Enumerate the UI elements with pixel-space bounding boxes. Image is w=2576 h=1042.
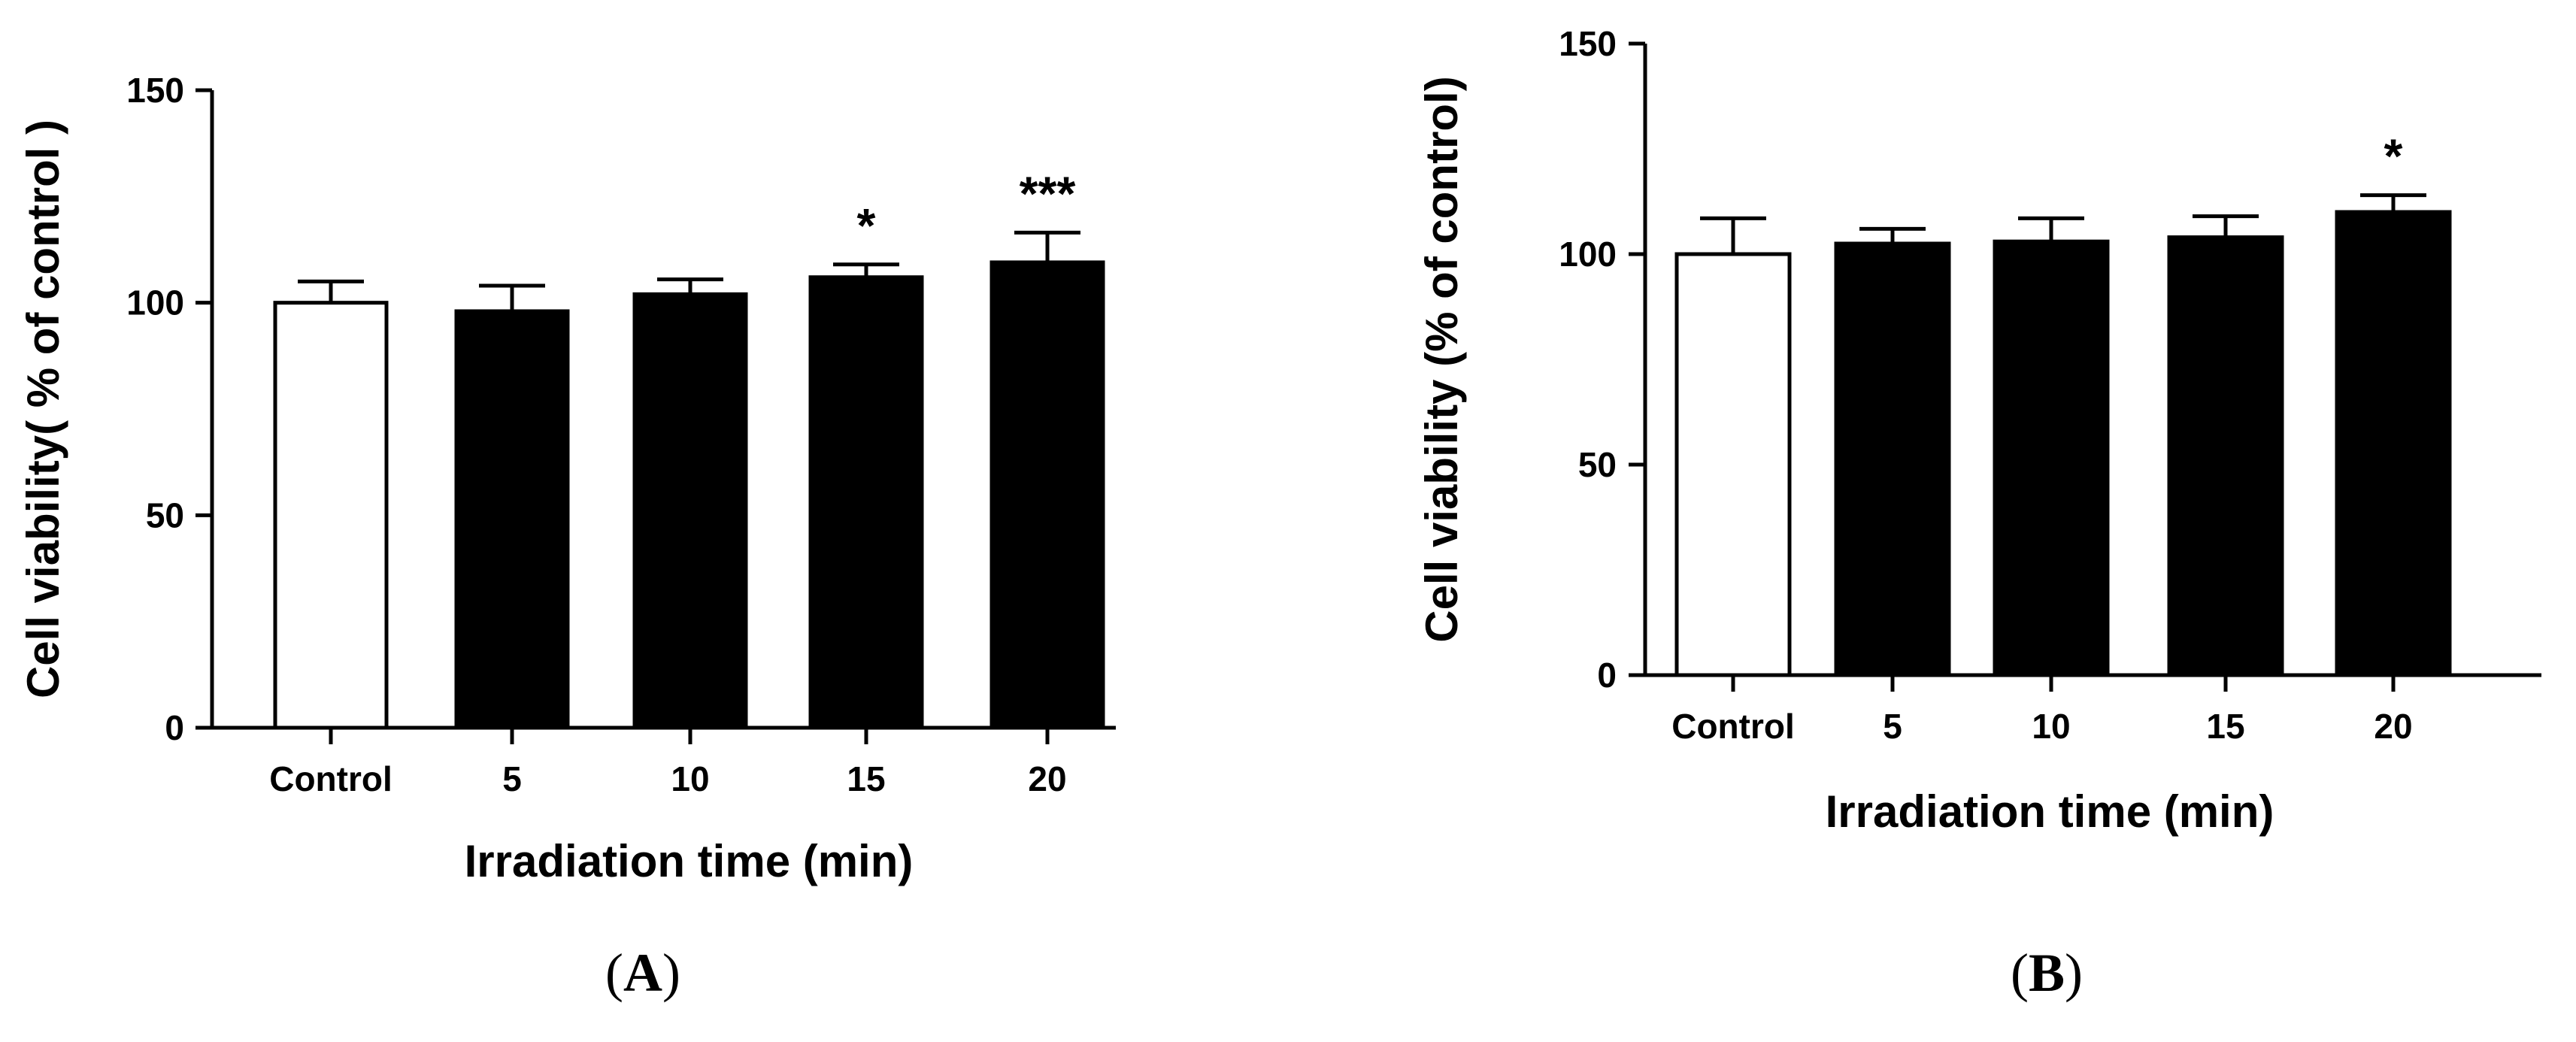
significance-marker: * (2384, 129, 2403, 183)
y-axis-title: Cell viability( % of control ) (18, 120, 68, 698)
panel-label-paren-open: ( (2011, 943, 2029, 1003)
panel-label-letter: A (623, 943, 662, 1003)
bar (1834, 241, 1951, 677)
x-tick-label: 20 (1028, 759, 1066, 798)
significance-marker: *** (1020, 166, 1076, 220)
x-tick-label: 20 (2374, 707, 2412, 746)
y-tick-label: 0 (165, 708, 184, 747)
bar (989, 260, 1105, 730)
x-tick-label: Control (269, 759, 392, 798)
panel-label: (B) (2011, 943, 2083, 1003)
y-tick-label: 50 (1578, 445, 1617, 484)
bar (454, 309, 570, 730)
y-tick-label: 0 (1597, 656, 1617, 695)
x-tick-label: Control (1671, 707, 1795, 746)
panel-label-letter: B (2029, 943, 2065, 1003)
x-axis-title: Irradiation time (min) (465, 836, 914, 886)
x-tick-label: 5 (1883, 707, 1902, 746)
chart-panel-b: 0 50 100 150 Control 5 10 15 20 * Irradiation time… (1417, 24, 2541, 1003)
y-tick-label: 100 (126, 283, 184, 323)
bar (2167, 235, 2284, 677)
bar (273, 301, 389, 730)
x-tick-label: 15 (2206, 707, 2244, 746)
bar (632, 292, 748, 730)
y-tick-label: 150 (1559, 24, 1617, 63)
bar (1993, 239, 2110, 677)
chart-panel-a: 0 50 100 150 Control 5 10 15 * 20 *** Irradiation t… (18, 71, 1116, 1003)
x-tick-label: 10 (2032, 707, 2070, 746)
x-tick-label: 5 (502, 759, 522, 798)
panel-label-paren-close: ) (662, 943, 680, 1003)
significance-marker: * (857, 198, 876, 253)
bar (2335, 210, 2452, 677)
bar (808, 275, 924, 730)
panel-label-paren-close: ) (2065, 943, 2083, 1003)
x-tick-label: 15 (847, 759, 885, 798)
x-tick-label: 10 (671, 759, 709, 798)
bar (1674, 252, 1792, 677)
x-axis-title: Irradiation time (min) (1826, 786, 2274, 837)
y-tick-label: 150 (126, 71, 184, 110)
y-axis-title: Cell viability (% of control) (1417, 76, 1467, 642)
y-tick-label: 50 (146, 495, 184, 535)
panel-label-paren-open: ( (605, 943, 623, 1003)
panel-label: (A) (605, 943, 680, 1003)
y-tick-label: 100 (1559, 235, 1617, 274)
